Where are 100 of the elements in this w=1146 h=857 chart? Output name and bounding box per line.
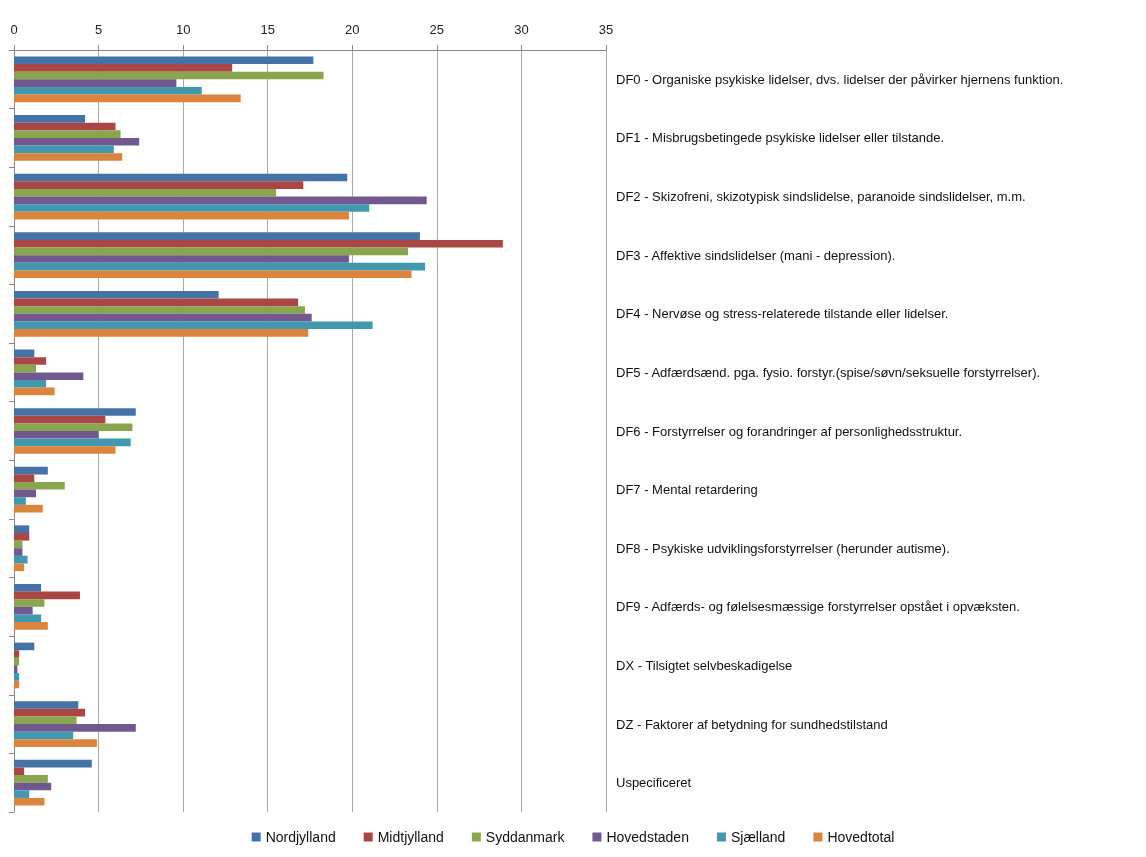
bar [14,489,36,498]
y-tick-label: DF9 - Adfærds- og følelsesmæssige forstyrrelser opstået i opvæksten. [616,599,1020,615]
bar [14,622,48,630]
legend-label: Nordjylland [265,829,336,845]
bar [14,642,35,651]
x-tick-label: 20 [345,22,360,37]
legend-label: Sjælland [730,829,786,845]
bar [14,532,30,541]
bar [14,431,99,439]
bar [14,731,74,740]
bar [14,446,116,454]
bar [14,372,84,380]
bar [14,415,106,424]
bar [14,130,121,138]
y-tick-label: DF0 - Organiske psykiske lidelser, dvs. lidelser der påvirker hjernens funktion. [616,71,1064,87]
legend-label: Midtjylland [377,829,444,845]
bar [14,313,312,322]
y-tick-label: DF8 - Psykiske udviklingsforstyrrelser (herunder autisme). [616,540,950,556]
bar [14,181,304,189]
bar [14,555,28,564]
y-tick-label: DF6 - Forstyrrelser og forandringer af personlighedsstruktur. [616,423,963,439]
bar [14,767,25,776]
y-tick-label: DF1 - Misbrugsbetingede psykiske lidelser eller tilstande. [616,130,945,146]
bar [14,614,42,623]
bar [14,115,86,123]
x-tick-label: 0 [10,22,18,37]
y-tick-label: DZ - Faktorer af betydning for sundhedstilstand [616,716,888,732]
bar [14,270,412,279]
bar [14,591,80,600]
bar [14,247,409,256]
bar [14,329,309,337]
bar [14,321,373,330]
bar [14,188,277,197]
y-tick-label: DF4 - Nervøse og stress-relaterede tilstande eller lidelser. [616,306,949,322]
bar [14,255,349,263]
bar [14,122,116,131]
bar [14,759,92,768]
bar [14,204,370,212]
bar [14,423,133,431]
bar [14,262,426,271]
legend-label: Hovedstaden [606,829,689,845]
bar [14,797,45,806]
y-tick-label: DX - Tilsigtet selvbeskadigelse [616,657,793,673]
bar [14,606,33,615]
bar [14,673,20,681]
bar [14,525,30,533]
bar [14,380,47,388]
bar [14,548,23,556]
bar [14,497,26,505]
x-tick-label: 10 [175,22,191,37]
bar [14,408,136,416]
bar [14,482,65,490]
bar [14,583,42,592]
bar [14,782,52,791]
bar [14,153,123,161]
bar [14,716,77,725]
bar [14,790,30,798]
bar [14,196,427,205]
bar [14,56,314,65]
bar [14,239,503,248]
legend-label: Hovedtotal [827,829,895,845]
bar [14,680,20,689]
bar [14,364,36,373]
bar [14,145,114,154]
bar [14,650,20,658]
bar [14,387,55,396]
bar [14,94,241,103]
bar [14,232,420,240]
bar [14,474,35,482]
bar [14,438,131,447]
bar [14,775,48,783]
x-tick-label: 25 [429,22,445,37]
bar [14,563,25,572]
y-tick-label: DF3 - Affektive sindslidelser (mani - depression). [616,247,896,263]
x-tick-label: 15 [260,22,275,37]
bar [14,137,140,146]
bar [14,71,324,80]
bar [14,290,219,299]
bar [14,739,97,747]
bar [14,79,177,87]
x-tick-label: 35 [598,22,614,37]
bar [14,64,233,72]
bar [14,708,86,717]
legend-label: Syddanmark [485,829,566,845]
bar [14,657,20,666]
bar [14,173,348,182]
x-tick-label: 30 [514,22,529,37]
bar [14,306,305,314]
bar [14,724,136,732]
y-tick-label: Uspecificeret [616,775,692,791]
bar [14,349,35,358]
bar [14,504,43,513]
x-tick-label: 5 [94,22,103,37]
bar [14,701,79,709]
y-tick-label: DF7 - Mental retardering [616,482,758,498]
bar [14,211,349,220]
bar [14,357,47,365]
bar [14,298,299,307]
bar [14,466,48,475]
y-tick-label: DF5 - Adfærdsænd. pga. fysio. forstyr.(spise/søvn/seksuelle forstyrrelser). [616,364,1041,380]
